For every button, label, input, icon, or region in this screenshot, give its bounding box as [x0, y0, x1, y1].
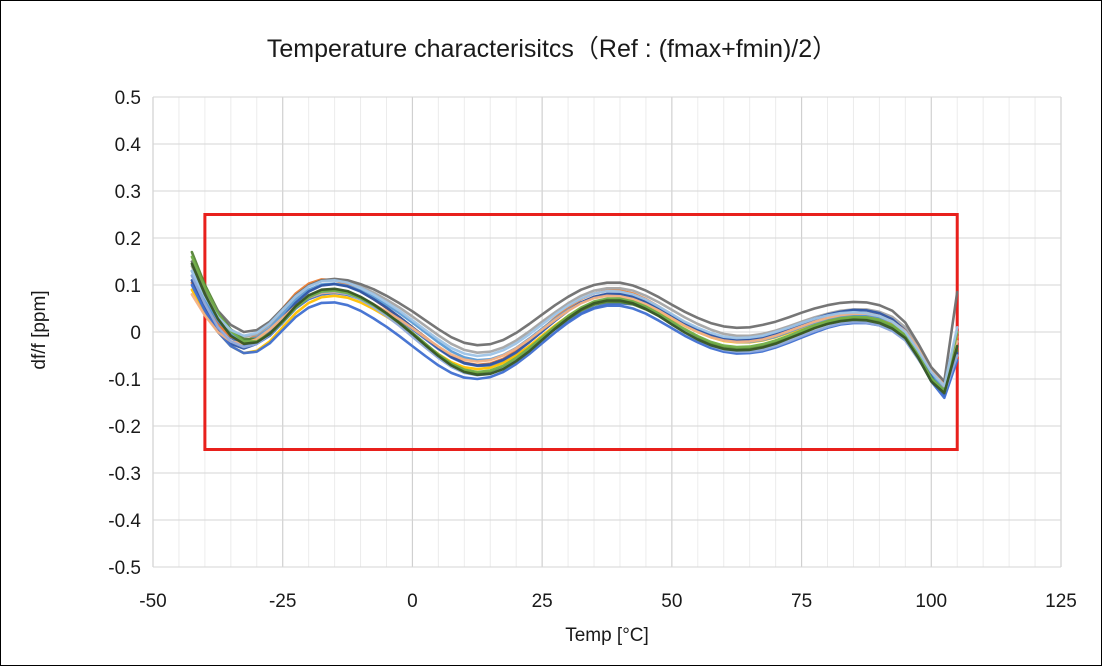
y-axis-label: df/f [ppm]: [29, 290, 50, 369]
axis-ticks: -50 -25 0 25 50 75 100 125 -0.5 -0.4 -0.3 -0.2 -0.1 0…: [108, 88, 1077, 612]
x-axis-label: Temp [°C]: [565, 625, 649, 646]
y-tick-label: 0.5: [115, 88, 141, 109]
x-tick-label: 75: [791, 591, 812, 612]
y-tick-label: -0.2: [108, 417, 141, 438]
x-tick-label: 50: [661, 591, 682, 612]
y-tick-label: 0.2: [115, 229, 141, 250]
x-tick-label: 25: [532, 591, 553, 612]
grid: [152, 96, 1062, 568]
y-tick-label: -0.1: [108, 370, 141, 391]
y-tick-label: -0.3: [108, 464, 141, 485]
series-line-12: [190, 255, 959, 393]
x-tick-label: 100: [915, 591, 947, 612]
y-tick-label: -0.5: [108, 558, 141, 579]
x-tick-label: -50: [139, 591, 166, 612]
series-line-13: [190, 269, 959, 388]
x-tick-label: -25: [269, 591, 296, 612]
x-tick-label: 125: [1045, 591, 1077, 612]
y-tick-label: 0.3: [115, 182, 141, 203]
series-line-14: [190, 262, 959, 395]
y-tick-label: 0.1: [115, 276, 141, 297]
y-tick-label: 0: [130, 323, 141, 344]
x-tick-label: 0: [407, 591, 418, 612]
y-tick-label: -0.4: [108, 511, 141, 532]
y-tick-label: 0.4: [115, 135, 142, 156]
series-layer: [190, 250, 959, 400]
chart-title: Temperature characterisitcs（Ref : (fmax+…: [267, 35, 837, 63]
